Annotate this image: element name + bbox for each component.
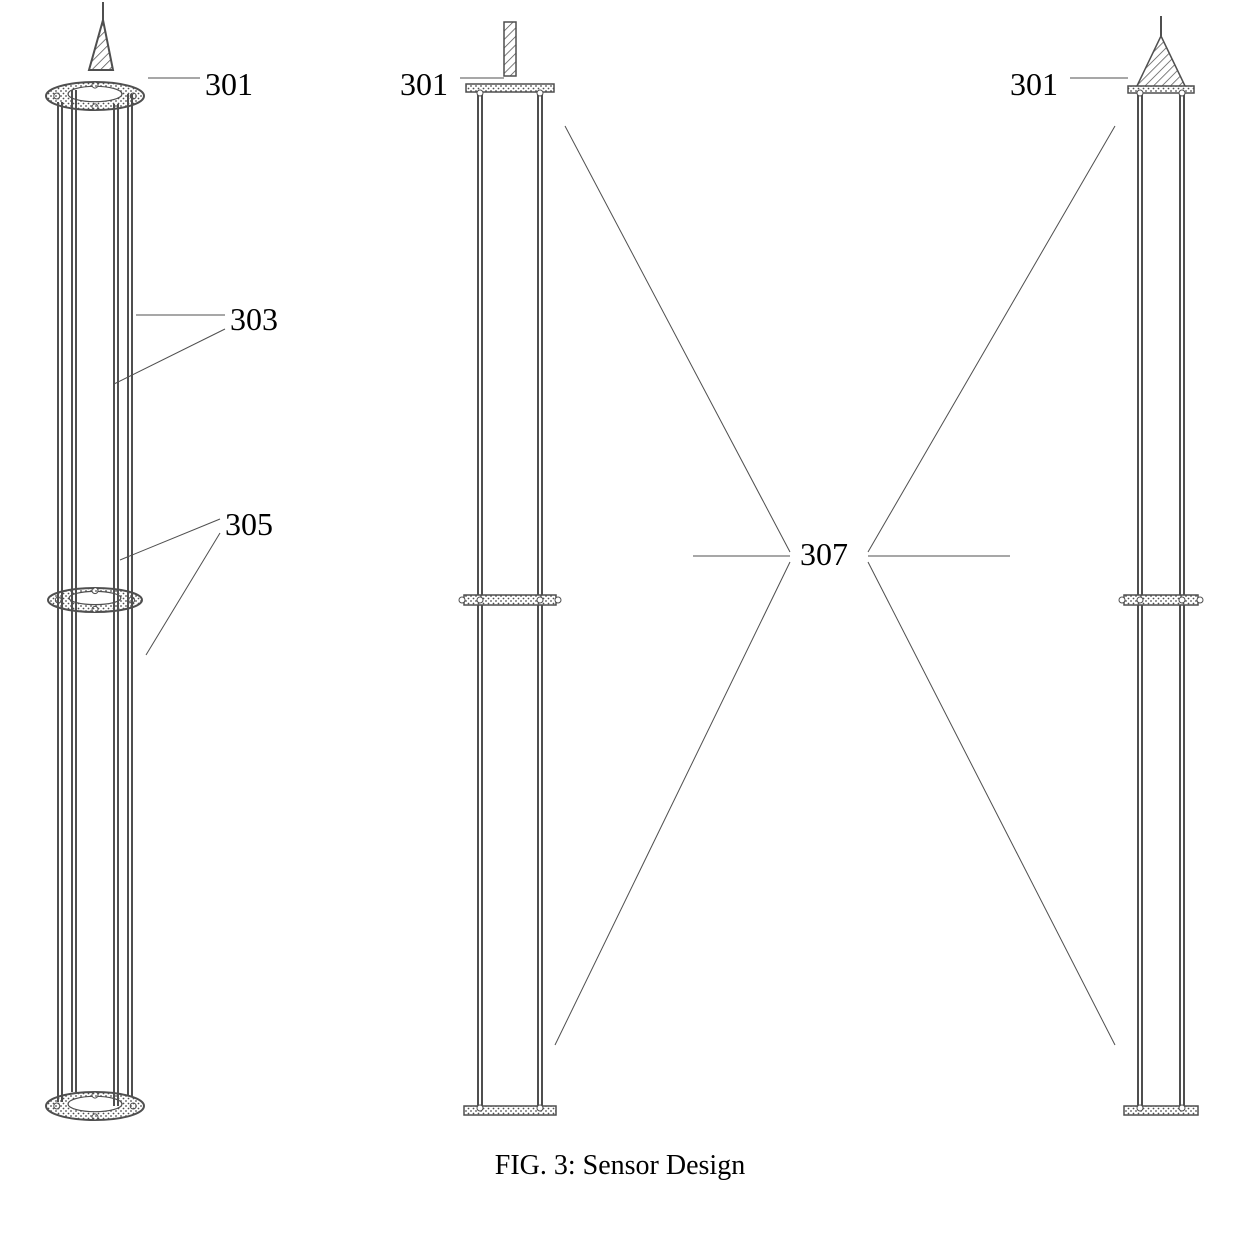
view-middle [459, 22, 561, 1115]
ref-307: 307 [800, 536, 848, 573]
ref-301-middle: 301 [400, 66, 448, 103]
ref-305: 305 [225, 506, 273, 543]
figure-sensor-design: 301 301 301 303 305 307 FIG. 3: Sensor D… [0, 0, 1240, 1233]
ref-303: 303 [230, 301, 278, 338]
diagram-canvas [0, 0, 1240, 1233]
view-right [1119, 16, 1203, 1115]
view-left [46, 2, 144, 1120]
ref-301-right: 301 [1010, 66, 1058, 103]
ref-301-left: 301 [205, 66, 253, 103]
figure-caption: FIG. 3: Sensor Design [0, 1150, 1240, 1182]
